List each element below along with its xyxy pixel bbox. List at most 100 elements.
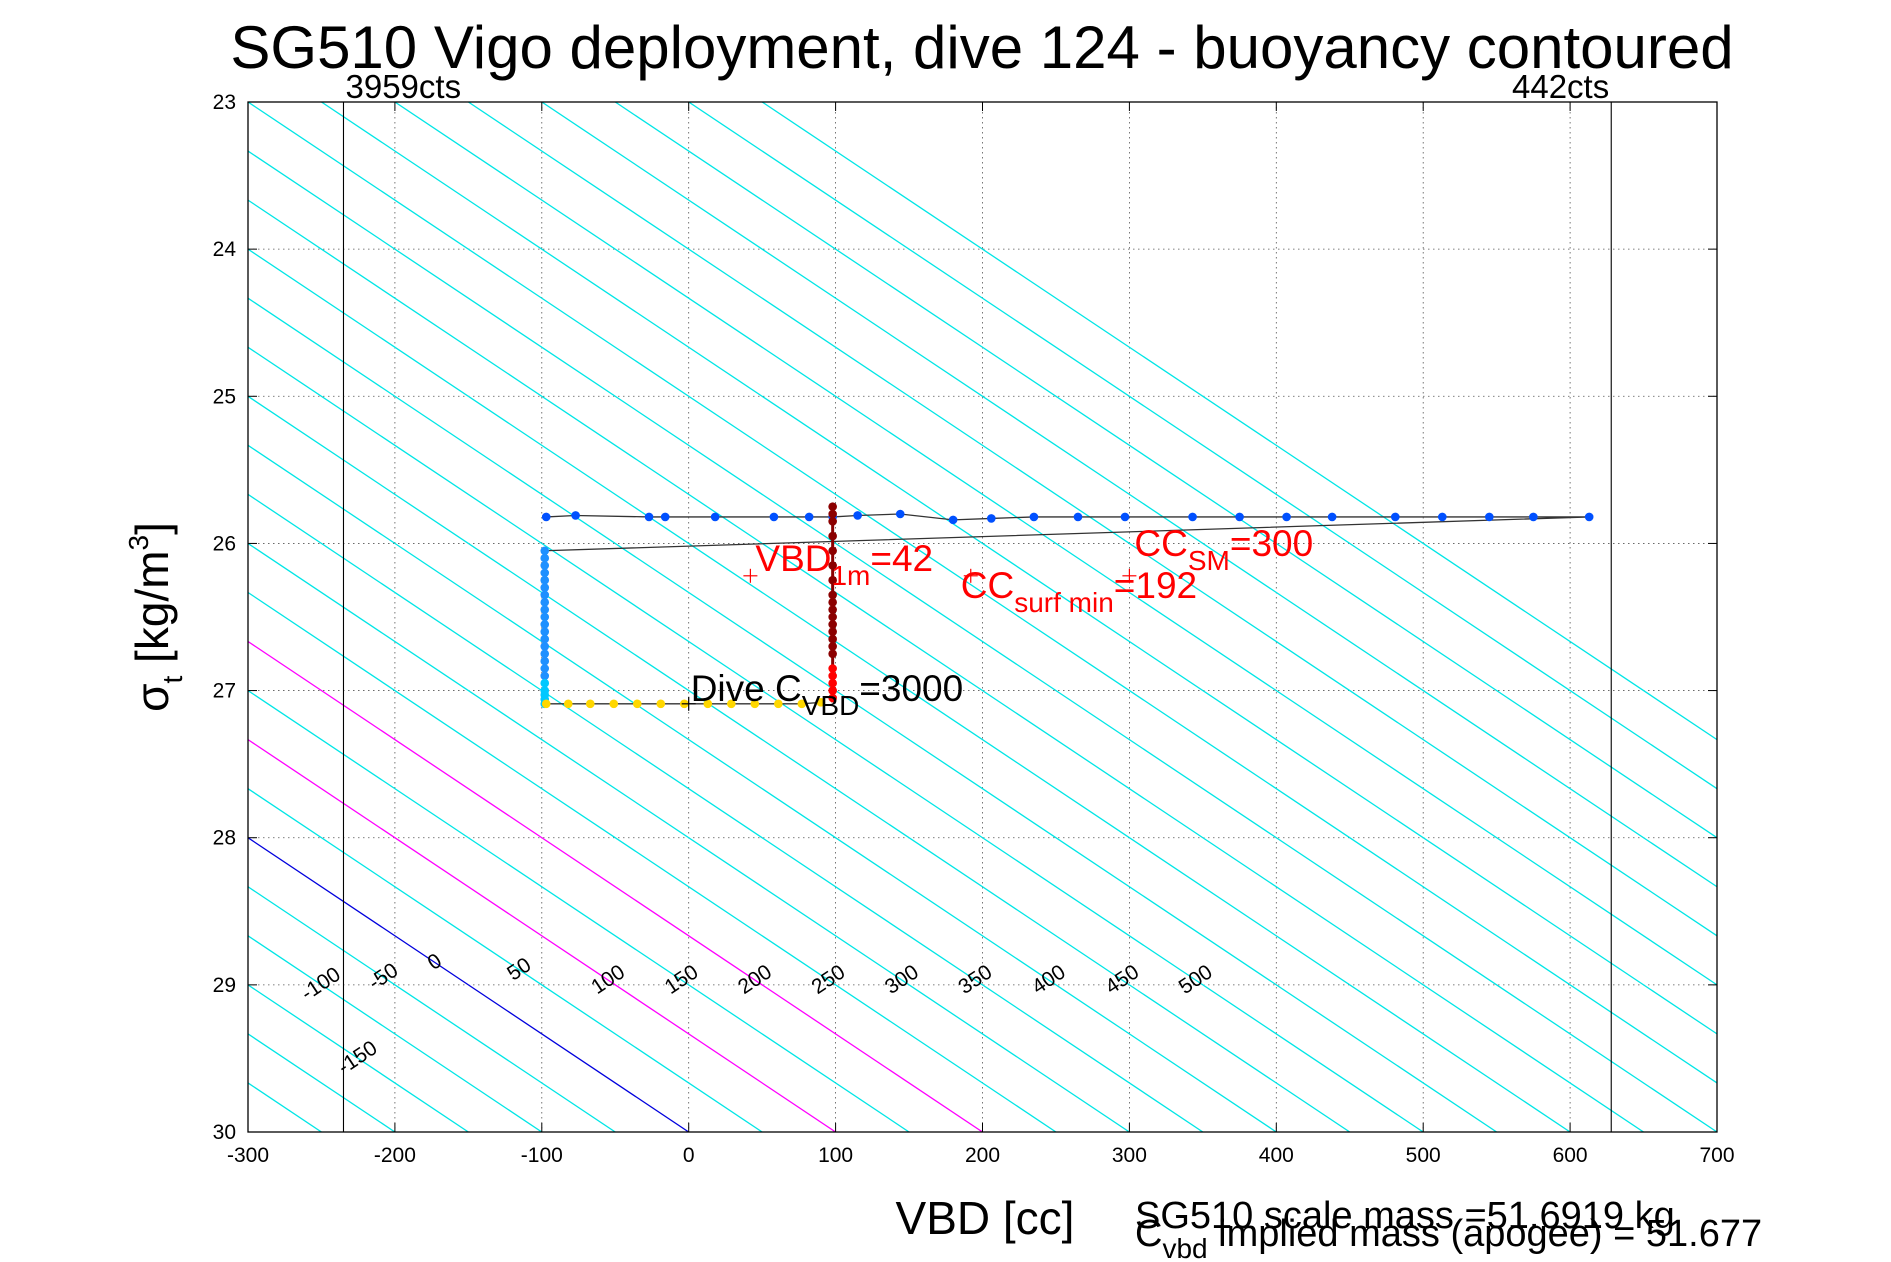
y-label-unit: [kg/m <box>126 550 178 675</box>
x-tick-label: 700 <box>1699 1144 1734 1167</box>
data-point <box>828 678 837 688</box>
data-point <box>644 512 654 522</box>
data-point <box>563 699 573 709</box>
data-point <box>828 605 837 614</box>
data-point <box>828 590 837 600</box>
count-limit-lines: 3959cts 442cts <box>342 68 1612 1132</box>
data-point <box>769 512 779 522</box>
y-label-sub: t <box>157 676 188 684</box>
data-point <box>609 699 619 709</box>
annotation-base: Dive C <box>691 668 802 709</box>
data-point <box>585 699 595 709</box>
data-point <box>540 546 550 556</box>
data-point <box>750 699 760 709</box>
y-tick-label: 26 <box>213 532 236 555</box>
contour-line <box>541 102 1717 888</box>
count-label: 442cts <box>1512 68 1609 105</box>
annotation-ccsm: CCSM=300 <box>1134 523 1313 576</box>
data-point <box>540 620 550 629</box>
contour-line <box>321 102 1717 1035</box>
contour-line <box>248 885 616 1132</box>
contour-line <box>0 102 28 1132</box>
data-point <box>1485 512 1494 522</box>
x-tick-label: -200 <box>374 1144 416 1167</box>
chart-title: SG510 Vigo deployment, dive 124 - buoyan… <box>230 14 1733 81</box>
contour-line <box>248 542 1130 1132</box>
x-tick-label: -100 <box>521 1144 563 1167</box>
buoyancy-contours <box>0 102 1717 1132</box>
contour-line <box>248 297 1498 1132</box>
data-point <box>540 671 550 681</box>
x-axis-label: VBD [cc] <box>896 1192 1075 1244</box>
data-point <box>828 620 837 629</box>
axis-ticks: -300 -200 -100 0 100 200 300 400 500 600 700 23 24 25… <box>213 91 1735 1167</box>
annotation-sub: 1m <box>831 560 870 591</box>
data-point <box>632 699 642 709</box>
contour-line <box>248 591 1057 1132</box>
x-tick-label: 200 <box>965 1144 1000 1167</box>
data-point <box>828 597 837 607</box>
annotation-value: =192 <box>1114 565 1197 606</box>
annotation-divec: Dive CVBD=3000 <box>691 668 964 721</box>
data-point <box>828 664 837 673</box>
contour-line <box>248 640 983 1132</box>
contour-line <box>394 102 1717 986</box>
contour-line <box>248 395 1351 1132</box>
data-point <box>828 517 837 526</box>
contour-line <box>248 787 763 1132</box>
x-tick-label: 300 <box>1112 1144 1147 1167</box>
data-point <box>804 512 814 522</box>
data-point <box>828 627 837 637</box>
contour-line <box>467 102 1717 937</box>
data-point <box>540 678 550 688</box>
data-point <box>1188 512 1197 522</box>
data-point <box>1390 512 1400 522</box>
data-point <box>948 515 958 525</box>
contour-line <box>248 346 1424 1132</box>
annotation-base: CC <box>1134 523 1187 564</box>
data-point <box>828 686 837 695</box>
data-point <box>540 568 550 578</box>
annotation-sub: SM <box>1188 545 1230 576</box>
data-point <box>828 575 837 585</box>
y-tick-label: 29 <box>213 974 236 997</box>
data-point <box>828 561 837 570</box>
data-point <box>703 699 713 709</box>
y-label-close: ] <box>126 522 178 535</box>
contour-line <box>248 935 543 1132</box>
data-point <box>828 531 837 541</box>
data-point <box>656 699 666 709</box>
data-point <box>1584 512 1594 522</box>
data-point <box>797 699 807 709</box>
data-point <box>540 627 550 637</box>
y-tick-label: 23 <box>213 91 236 114</box>
implied-mass-base: C <box>1135 1213 1162 1255</box>
data-point <box>710 512 720 522</box>
contour-line <box>248 444 1277 1132</box>
data-series <box>540 502 1594 709</box>
data-point <box>1437 512 1447 522</box>
implied-mass-text: Cvbd implied mass (apogee) = 51.677 <box>1135 1213 1762 1262</box>
data-point <box>540 590 550 600</box>
y-tick-label: 24 <box>213 238 237 261</box>
contour-line <box>761 102 1717 741</box>
annotation-sub: surf min <box>1014 587 1114 618</box>
data-point <box>1327 512 1337 522</box>
annotation-ccsurf: CCsurf min=192 <box>961 565 1197 618</box>
annotation-sub: VBD <box>802 690 860 721</box>
data-point <box>828 649 837 659</box>
data-point <box>828 546 837 556</box>
data-point <box>540 597 550 607</box>
x-tick-label: 400 <box>1259 1144 1294 1167</box>
data-point <box>828 671 837 681</box>
data-point <box>987 514 996 523</box>
data-point <box>540 583 550 592</box>
contour-line <box>248 150 1717 1132</box>
x-tick-label: 0 <box>683 1144 695 1167</box>
implied-mass-sub: vbd <box>1162 1233 1207 1262</box>
data-point <box>660 512 670 522</box>
contour-line <box>248 493 1204 1132</box>
data-point <box>541 699 551 709</box>
data-point <box>1073 512 1083 522</box>
